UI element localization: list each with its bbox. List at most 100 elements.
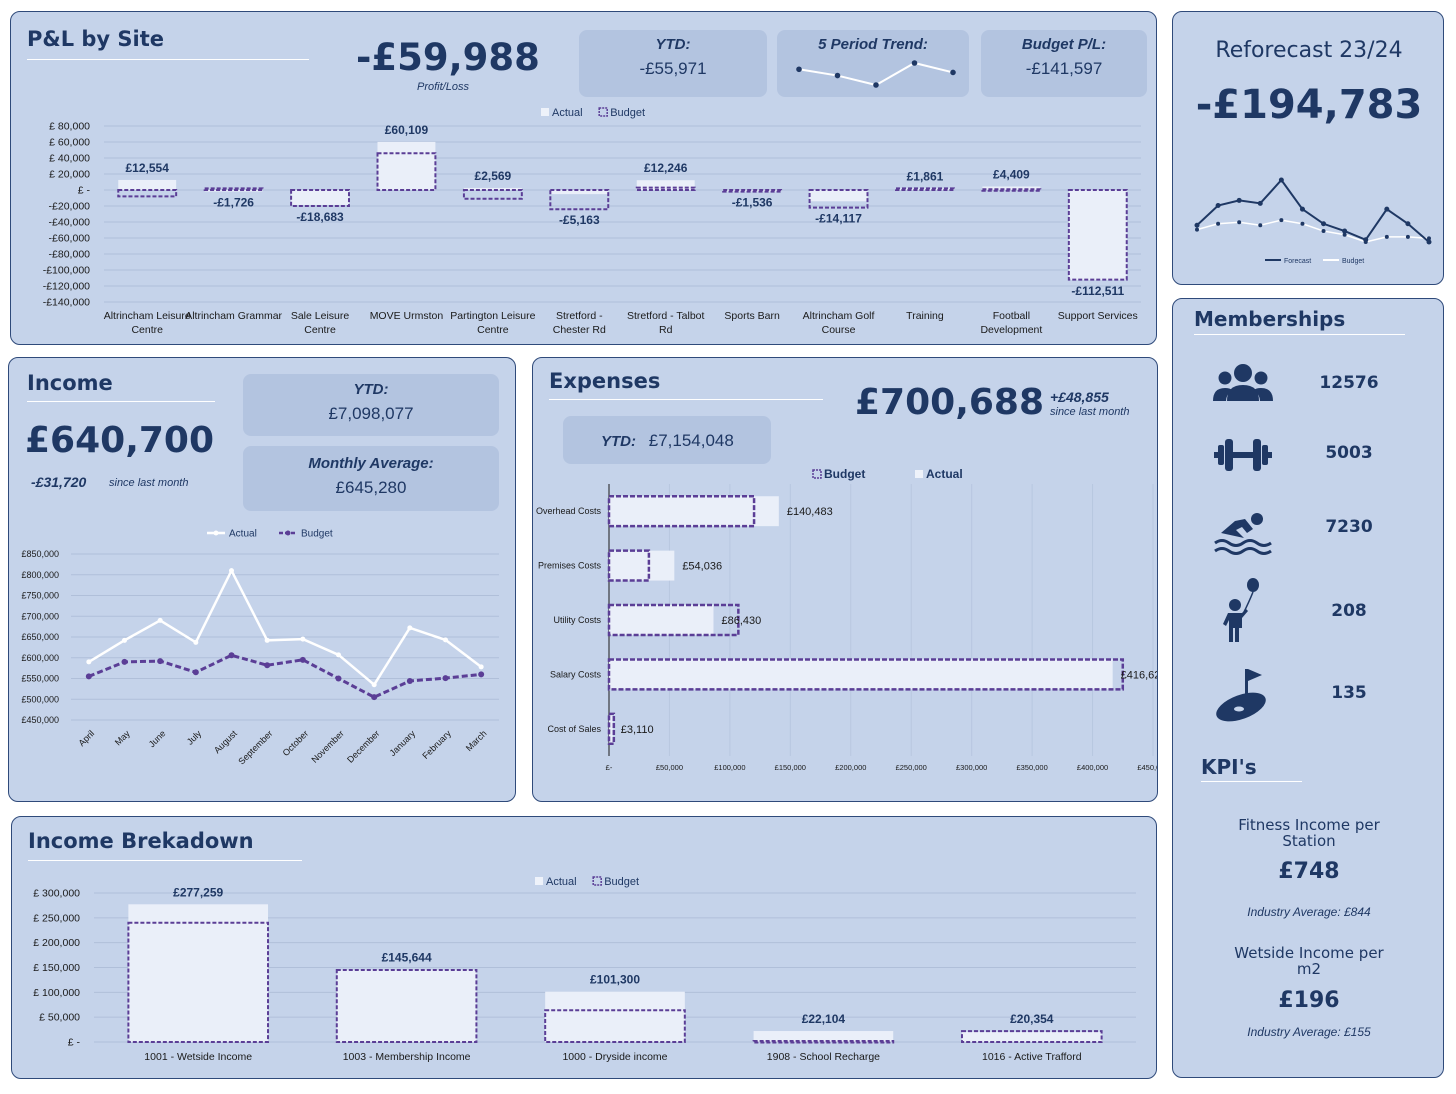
expenses-change: +£48,855	[1050, 389, 1109, 405]
data-label: £277,259	[173, 885, 223, 899]
x-tick-label: Sports Barn	[724, 310, 780, 322]
budget-point	[157, 658, 164, 665]
x-tick-label: Altrincham Leisure	[104, 310, 191, 322]
legend-swatch	[598, 107, 608, 117]
membership-row-swim: 7230	[1173, 499, 1443, 559]
forecast-point	[1194, 222, 1200, 228]
bar-actual	[961, 1031, 1102, 1042]
forecast-point	[1342, 228, 1348, 234]
pl-ytd-value: -£55,971	[639, 59, 707, 78]
income-underline	[27, 401, 215, 402]
bar-actual	[609, 605, 714, 635]
y-tick-label: £650,000	[21, 632, 59, 642]
x-tick-label: £200,000	[835, 763, 866, 772]
income-change: -£31,720	[31, 474, 87, 490]
legend-marker	[285, 530, 291, 536]
x-tick-label: February	[420, 728, 453, 761]
data-label: £12,246	[644, 161, 688, 175]
x-tick-label: Stretford -	[556, 310, 603, 322]
bar-actual	[609, 713, 613, 744]
pl-title-underline	[27, 59, 309, 60]
child-balloon-icon	[1223, 578, 1259, 642]
x-tick-label: 1908 - School Recharge	[767, 1051, 880, 1063]
expenses-underline	[549, 399, 823, 400]
golf-icon	[1216, 669, 1266, 722]
bar-budget	[808, 189, 869, 209]
budget-point	[1405, 234, 1410, 239]
income-avg-card: Monthly Average: £645,280	[243, 446, 499, 511]
data-label: £145,644	[382, 951, 432, 965]
bar-budget	[752, 1040, 895, 1044]
reforecast-chart: Forecast Budget	[1194, 177, 1432, 265]
y-tick-label: £ 20,000	[49, 169, 90, 181]
budget-point	[1279, 218, 1284, 223]
x-tick-label: Rd	[659, 324, 673, 336]
actual-point	[371, 682, 377, 688]
budget-point	[1300, 221, 1305, 226]
x-tick-label: Centre	[304, 324, 336, 336]
trend-point	[834, 72, 841, 79]
y-tick-label: £600,000	[21, 653, 59, 663]
data-label: -£5,163	[559, 213, 600, 227]
y-tick-label: -£140,000	[43, 297, 90, 309]
x-tick-label: MOVE Urmston	[370, 310, 444, 322]
expenses-title: Expenses	[549, 369, 661, 393]
kpi-fitness-label-1: Fitness Income per	[1238, 816, 1380, 834]
budget-point	[1237, 220, 1242, 225]
data-label: £12,554	[126, 161, 170, 175]
pl-chart: £ 80,000 £ 60,000 £ 40,000 £ 20,000 £ - -£20,…	[43, 107, 1141, 336]
kpi-wetside-value: £196	[1278, 988, 1340, 1013]
reforecast-panel: Reforecast 23/24 -£194,783 Forecast Budge…	[1172, 11, 1444, 285]
y-tick-label: £ -	[78, 185, 91, 197]
bar-actual	[128, 904, 269, 1042]
y-tick-label: £750,000	[21, 591, 59, 601]
budget-line	[88, 653, 482, 699]
budget-point	[1195, 227, 1199, 232]
data-label: £101,300	[590, 973, 640, 987]
breakdown-chart: £ 300,000 £ 250,000 £ 200,000 £ 150,000 £ 10…	[33, 876, 1136, 1063]
pl-panel: P&L by Site -£59,988 Profit/Loss YTD: -£…	[10, 11, 1157, 345]
legend-marker	[213, 530, 219, 536]
x-tick-label: Chester Rd	[553, 324, 606, 336]
x-tick-label: June	[147, 728, 168, 749]
budget-point	[442, 675, 449, 682]
trend-point	[911, 60, 918, 66]
y-tick-label: -£80,000	[49, 249, 91, 261]
swimmer-icon	[1214, 513, 1272, 555]
membership-value: 208	[1331, 601, 1367, 621]
bar-budget	[981, 188, 1042, 192]
expenses-panel: Expenses £700,688 +£48,855 since last mo…	[532, 357, 1158, 802]
bar-budget	[549, 189, 610, 211]
y-tick-label: -£120,000	[43, 281, 90, 293]
kpi-wetside-average: Industry Average: £155	[1247, 1025, 1371, 1039]
y-tick-label: £ 40,000	[49, 153, 90, 165]
pl-trend-label: 5 Period Trend:	[818, 36, 928, 53]
data-label: £1,861	[907, 169, 944, 183]
y-tick-label: -£100,000	[43, 265, 90, 277]
expenses-chart: £- £50,000 £100,000 £150,000 £200,000 £250,00…	[536, 467, 1157, 772]
forecast-point	[1215, 203, 1221, 209]
kpi-fitness-value: £748	[1278, 859, 1340, 884]
expenses-ytd-card: YTD: £7,154,048	[563, 416, 771, 464]
membership-value: 12576	[1319, 373, 1379, 393]
y-tick-label: £ 300,000	[33, 888, 80, 900]
data-label: -£18,683	[296, 210, 344, 224]
bar-budget	[607, 603, 740, 637]
y-tick-label: Overhead Costs	[536, 506, 602, 516]
bar-actual	[982, 186, 1041, 190]
membership-row-kids: 208	[1173, 577, 1443, 647]
bar-budget	[607, 712, 616, 746]
y-tick-label: £500,000	[21, 694, 59, 704]
x-tick-label: 1000 - Dryside income	[562, 1051, 667, 1063]
x-tick-label: April	[76, 728, 96, 748]
y-tick-label: £ 150,000	[33, 962, 80, 974]
kpi-fitness-average: Industry Average: £844	[1247, 905, 1371, 919]
pl-total-label: Profit/Loss	[417, 81, 469, 93]
legend-label: Budget	[1342, 258, 1364, 265]
trend-point	[950, 69, 956, 76]
dumbbell-icon	[1214, 439, 1272, 471]
membership-row-fitness: 5003	[1173, 425, 1443, 485]
reforecast-value: -£194,783	[1195, 82, 1423, 128]
actual-point	[443, 637, 448, 643]
forecast-point	[1321, 221, 1327, 227]
